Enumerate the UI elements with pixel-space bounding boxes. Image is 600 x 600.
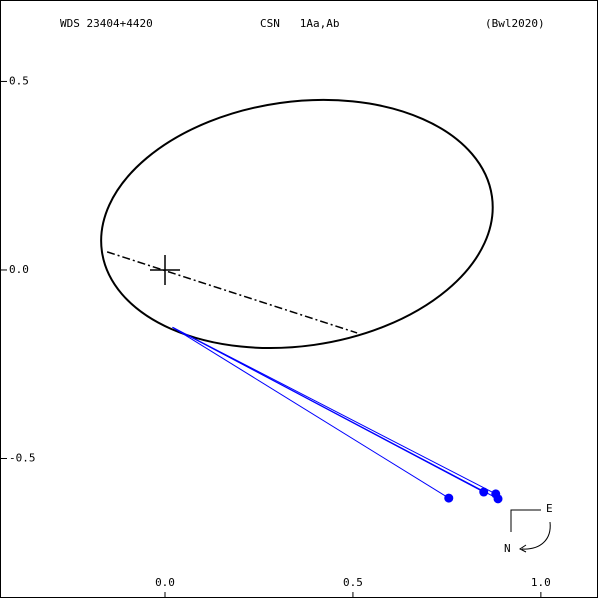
residual-line bbox=[172, 326, 499, 500]
x-tick-label: 0.5 bbox=[343, 576, 363, 589]
header-id: WDS 23404+4420 bbox=[60, 17, 153, 30]
compass-east: E bbox=[546, 502, 553, 515]
y-tick-label: 0.5 bbox=[9, 74, 29, 87]
y-tick-label: 0.0 bbox=[9, 263, 29, 276]
x-tick-label: 0.0 bbox=[155, 576, 175, 589]
header-name: CSN 1Aa,Ab bbox=[260, 17, 339, 30]
observation-point bbox=[479, 487, 489, 497]
line-of-nodes bbox=[106, 251, 358, 334]
x-tick-label: 1.0 bbox=[531, 576, 551, 589]
compass bbox=[510, 509, 551, 553]
observation-point bbox=[493, 494, 503, 504]
header-ref: (Bwl2020) bbox=[485, 17, 545, 30]
residual-line bbox=[172, 326, 496, 495]
orbit-ellipse bbox=[100, 98, 494, 350]
compass-north: N bbox=[504, 542, 511, 555]
residual-line bbox=[172, 326, 450, 499]
primary-cross bbox=[150, 254, 181, 285]
y-tick-label: -0.5 bbox=[9, 451, 36, 464]
observation-point bbox=[444, 493, 454, 503]
